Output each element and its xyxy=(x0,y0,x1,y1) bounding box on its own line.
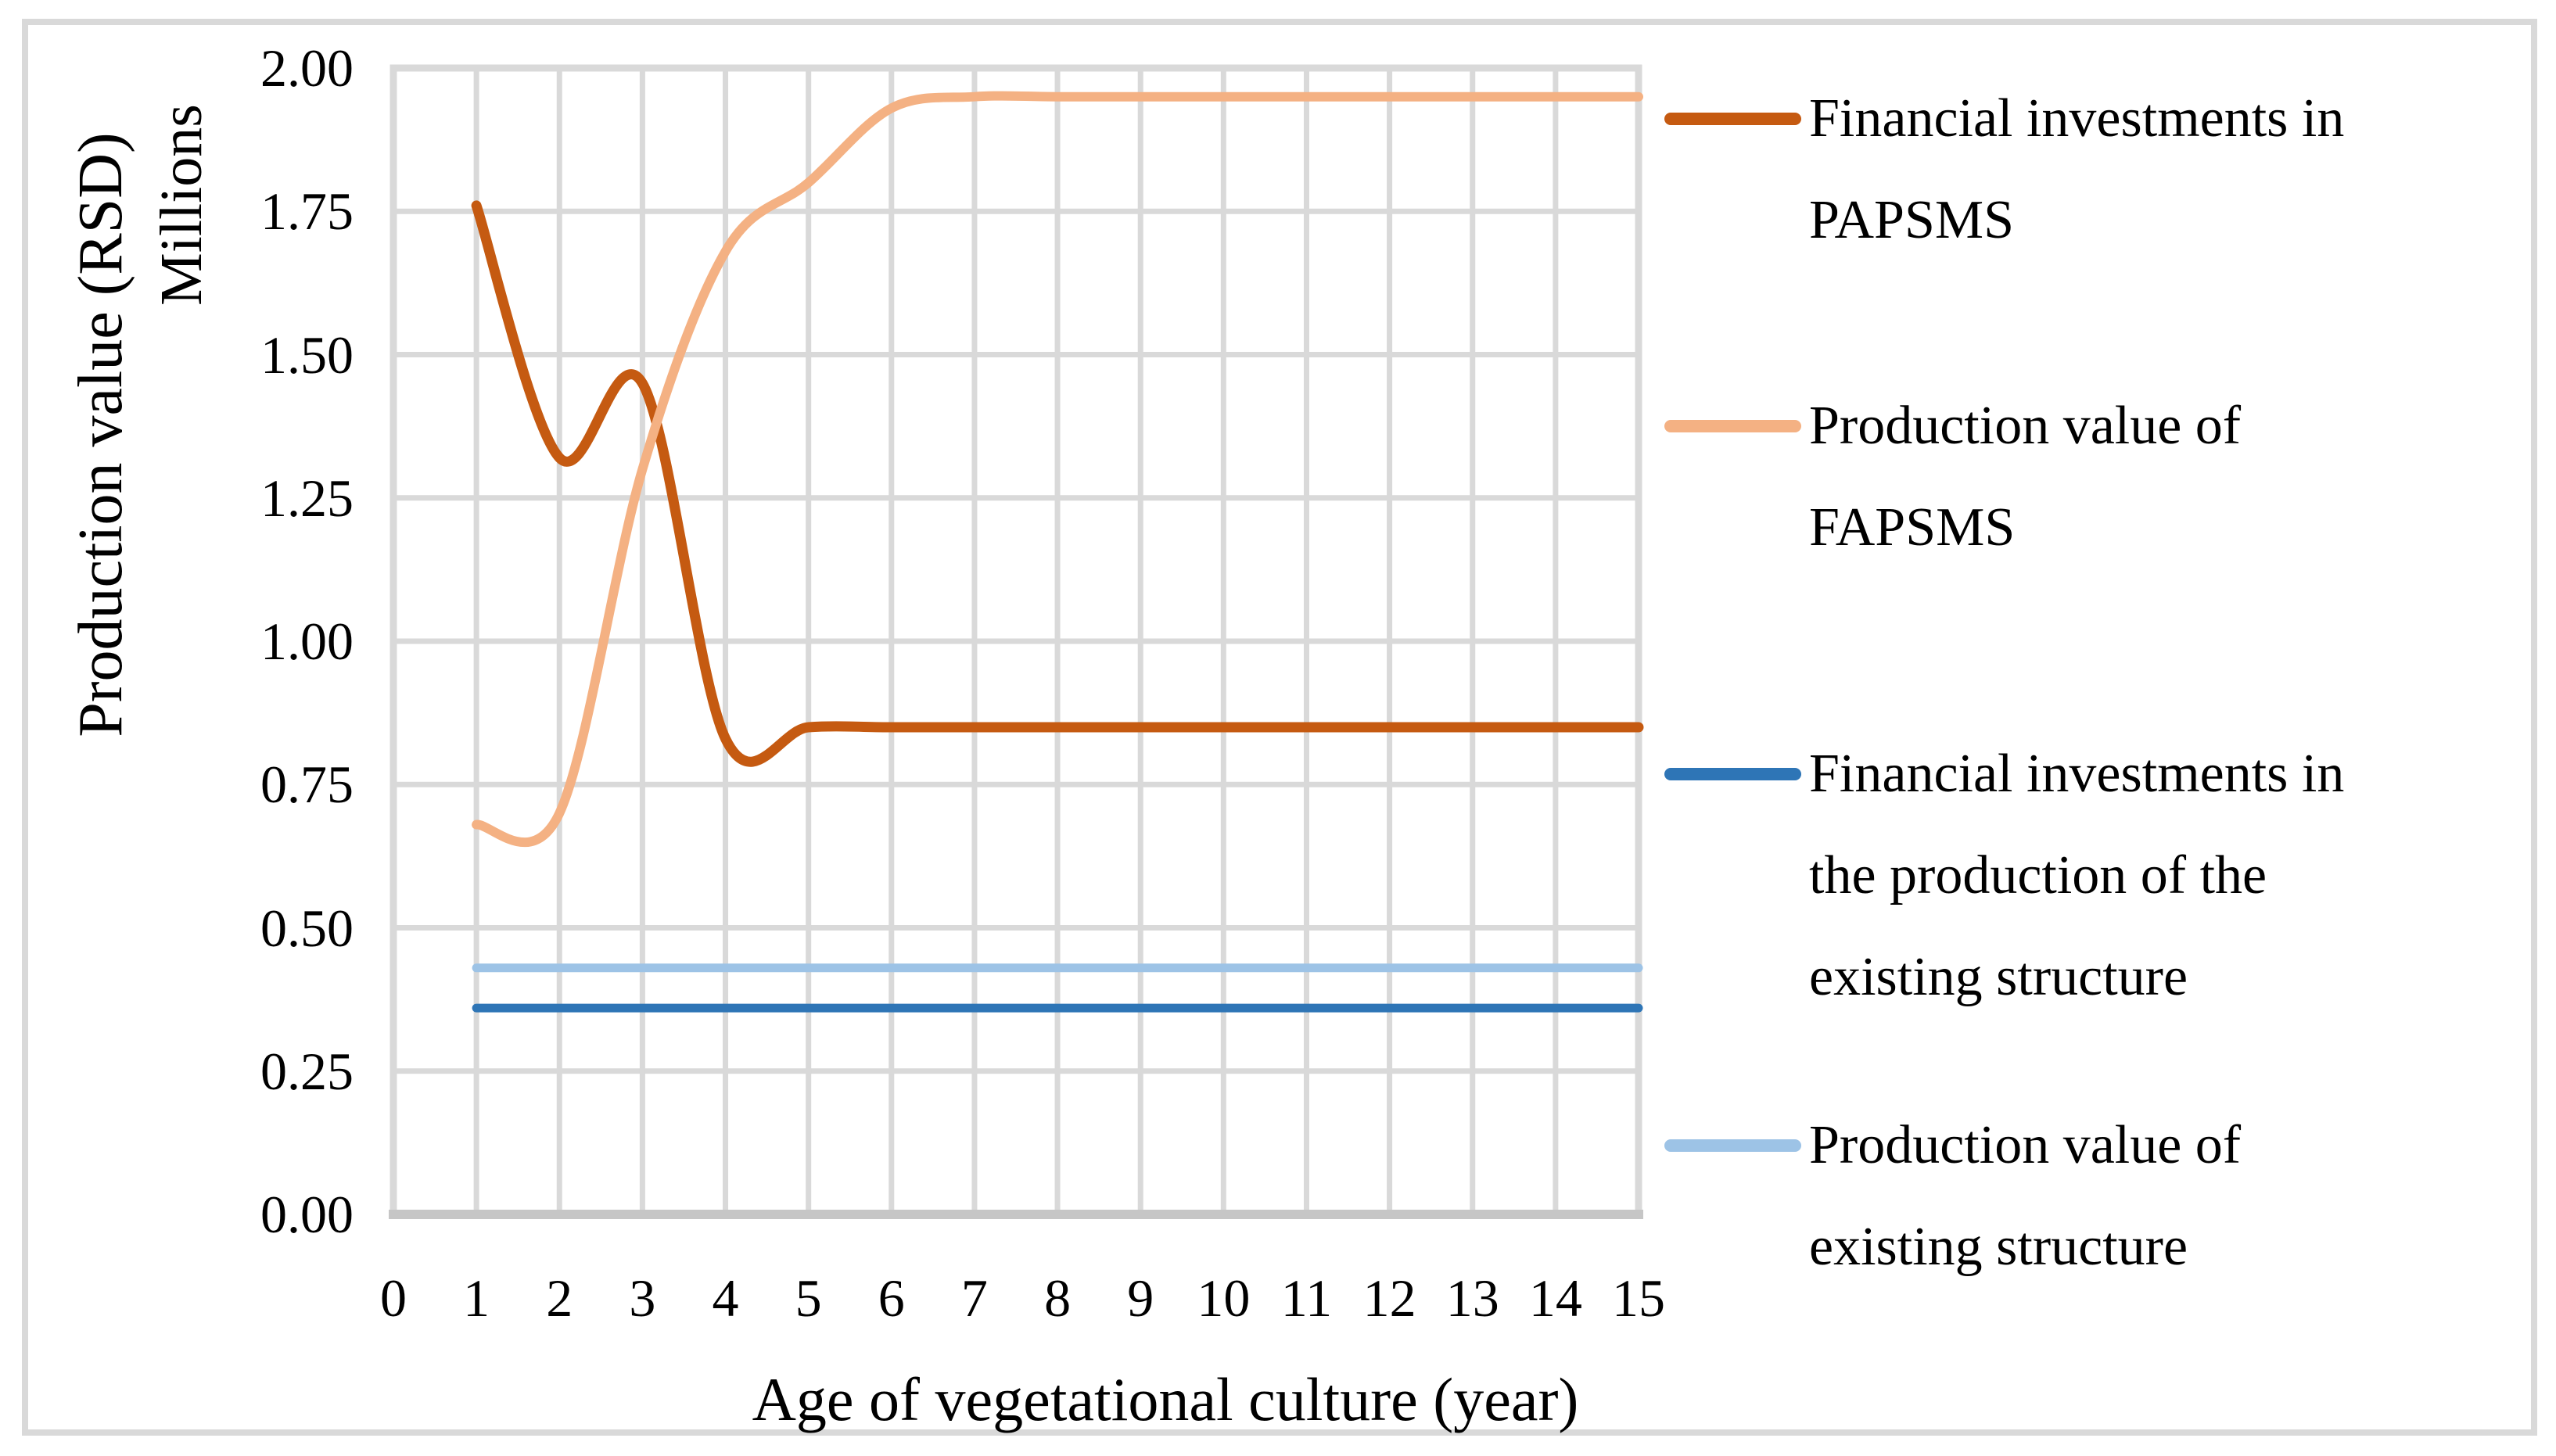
y-tick-label: 1.50 xyxy=(260,325,354,385)
x-tick-label: 12 xyxy=(1362,1268,1416,1328)
y-axis-units-label: Millions xyxy=(149,104,214,306)
series-line-prod-fapsms xyxy=(472,91,1643,848)
x-tick-label: 4 xyxy=(712,1268,739,1328)
legend-label-line: Financial investments in xyxy=(1809,88,2345,149)
y-tick-label: 0.25 xyxy=(260,1041,354,1101)
legend-label-prod-fapsms: Production value of FAPSMS xyxy=(1809,375,2241,579)
legend-item-fin-existing: Financial investments in the production … xyxy=(1664,723,2344,1028)
legend-label-line: existing structure xyxy=(1809,1217,2188,1277)
x-tick-label: 0 xyxy=(380,1268,407,1328)
legend-label-line: PAPSMS xyxy=(1809,190,2015,250)
y-tick-label: 0.00 xyxy=(260,1185,354,1244)
y-tick-label: 2.00 xyxy=(260,38,354,98)
legend-swatch-prod-fapsms xyxy=(1664,420,1801,432)
y-tick-label: 1.25 xyxy=(260,468,354,528)
legend-swatch-prod-existing xyxy=(1664,1139,1801,1152)
legend-label-line: Production value of xyxy=(1809,1115,2242,1175)
y-tick-label: 0.75 xyxy=(260,755,354,815)
legend-item-prod-existing: Production value of existing structure xyxy=(1664,1095,2241,1298)
x-tick-label: 1 xyxy=(463,1268,490,1328)
x-tick-label: 13 xyxy=(1445,1268,1499,1328)
legend-label-line: Production value of xyxy=(1809,396,2242,456)
x-axis-title: Age of vegetational culture (year) xyxy=(752,1365,1579,1433)
legend-label-line: FAPSMS xyxy=(1809,497,2016,558)
legend-label-line: Financial investments in xyxy=(1809,744,2345,804)
x-tick-label: 6 xyxy=(878,1268,905,1328)
y-tick-label: 0.50 xyxy=(260,898,354,958)
y-tick-label: 1.00 xyxy=(260,611,354,671)
y-tick-label: 1.75 xyxy=(260,181,354,242)
x-tick-label: 15 xyxy=(1612,1268,1665,1328)
x-tick-label: 14 xyxy=(1528,1268,1582,1328)
x-tick-label: 2 xyxy=(546,1268,573,1328)
x-tick-label: 10 xyxy=(1197,1268,1251,1328)
legend-label-fin-papsms: Financial investments in PAPSMS xyxy=(1809,68,2344,271)
legend-swatch-fin-existing xyxy=(1664,768,1801,780)
legend-item-fin-papsms: Financial investments in PAPSMS xyxy=(1664,68,2344,271)
x-tick-label: 7 xyxy=(960,1268,988,1328)
legend-label-line: existing structure xyxy=(1809,947,2188,1007)
legend: Financial investments in PAPSMS Producti… xyxy=(1664,0,2540,1456)
series-line-fin-papsms xyxy=(471,200,1644,767)
x-tick-label: 9 xyxy=(1127,1268,1154,1328)
legend-item-prod-fapsms: Production value of FAPSMS xyxy=(1664,375,2241,579)
x-tick-label: 3 xyxy=(629,1268,656,1328)
legend-swatch-fin-papsms xyxy=(1664,113,1801,125)
y-axis-title: Production value (RSD) xyxy=(66,132,135,737)
x-tick-label: 11 xyxy=(1280,1268,1333,1328)
x-tick-label: 8 xyxy=(1044,1268,1072,1328)
x-tick-label: 5 xyxy=(795,1268,822,1328)
legend-label-line: the production of the xyxy=(1809,845,2267,906)
legend-label-prod-existing: Production value of existing structure xyxy=(1809,1095,2241,1298)
legend-label-fin-existing: Financial investments in the production … xyxy=(1809,723,2344,1028)
